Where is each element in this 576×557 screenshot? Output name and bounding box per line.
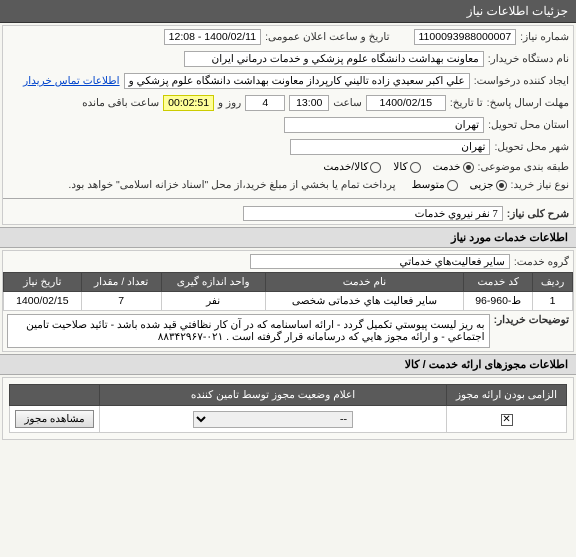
org-value: معاونت بهداشت دانشگاه علوم پزشكي و خدمات… xyxy=(184,51,484,67)
cell-qty: 7 xyxy=(81,292,161,311)
auth-th-view xyxy=(10,385,100,406)
cell-name: ساير فعاليت هاي خدماتی شخصی xyxy=(265,292,463,311)
deadline-remain-label: ساعت باقی مانده xyxy=(82,97,159,109)
th-qty: تعداد / مقدار xyxy=(81,273,161,292)
services-table: ردیف کد خدمت نام خدمت واحد اندازه گیری ت… xyxy=(3,272,573,311)
deadline-time: 13:00 xyxy=(289,95,329,111)
need-number: 1100093988000007 xyxy=(414,29,517,45)
subject-radio-group: خدمت کالا کالا/خدمت xyxy=(323,161,473,173)
buytype-radio-partial[interactable]: جزیی xyxy=(470,179,507,191)
th-row: ردیف xyxy=(533,273,573,292)
need-number-label: شماره نیاز: xyxy=(520,31,569,43)
subject-radio-both[interactable]: کالا/خدمت xyxy=(323,161,381,173)
buytype-radio-group: جزیی متوسط xyxy=(412,179,507,191)
view-permit-button[interactable]: مشاهده مجوز xyxy=(15,410,93,428)
th-code: کد خدمت xyxy=(464,273,533,292)
buytype-label: نوع نیاز خرید: xyxy=(511,179,569,191)
auth-th-mandatory: الزامی بودن ارائه مجوز xyxy=(447,385,567,406)
subject-radio-good[interactable]: کالا xyxy=(393,161,420,173)
city-value: تهران xyxy=(290,139,490,155)
creator-value: علي اكبر سعيدي زاده تاليني كارپرداز معاو… xyxy=(124,73,470,89)
service-group-input[interactable] xyxy=(250,254,510,269)
buyer-note-text: به ريز ليست پيوستي تكميل گردد - ارائه اس… xyxy=(7,314,490,348)
deadline-to-label: تا تاریخ: xyxy=(450,97,483,109)
province-value: تهران xyxy=(284,117,484,133)
auth-status-select[interactable]: -- xyxy=(193,411,353,428)
deadline-timer: 00:02:51 xyxy=(163,95,214,111)
service-group-label: گروه خدمت: xyxy=(514,256,569,268)
announce-value: 1400/02/11 - 12:08 xyxy=(164,29,261,45)
buytype-note: پرداخت تمام يا بخشي از مبلغ خريد،از محل … xyxy=(68,179,395,191)
city-label: شهر محل تحویل: xyxy=(494,141,569,153)
org-label: نام دستگاه خریدار: xyxy=(488,53,569,65)
province-label: استان محل تحویل: xyxy=(488,119,569,131)
th-unit: واحد اندازه گیری xyxy=(161,273,265,292)
cell-row: 1 xyxy=(533,292,573,311)
table-row[interactable]: 1 ط-960-96 ساير فعاليت هاي خدماتی شخصی ن… xyxy=(4,292,573,311)
creator-label: ایجاد کننده درخواست: xyxy=(474,75,569,87)
th-date: تاریخ نیاز xyxy=(4,273,82,292)
buyer-note-label: توضیحات خریدار: xyxy=(494,314,569,326)
announce-label: تاریخ و ساعت اعلان عمومی: xyxy=(265,31,389,43)
th-name: نام خدمت xyxy=(265,273,463,292)
auth-th-status: اعلام وضعیت مجوز توسط تامین کننده xyxy=(100,385,447,406)
buyer-contact-link[interactable]: اطلاعات تماس خریدار xyxy=(23,75,119,87)
deadline-day-label: روز و xyxy=(218,97,241,109)
desc-input[interactable] xyxy=(243,206,503,221)
auth-row: -- مشاهده مجوز xyxy=(10,406,567,433)
cell-date: 1400/02/15 xyxy=(4,292,82,311)
auth-mandatory-checkbox[interactable] xyxy=(501,414,513,426)
subject-label: طبقه بندی موضوعی: xyxy=(478,161,569,173)
deadline-date: 1400/02/15 xyxy=(366,95,446,111)
deadline-label: مهلت ارسال پاسخ: xyxy=(487,97,569,109)
header-title: جزئیات اطلاعات نیاز xyxy=(0,0,576,23)
services-header: اطلاعات خدمات مورد نیاز xyxy=(0,227,576,248)
deadline-time-label: ساعت xyxy=(333,97,362,109)
cell-code: ط-960-96 xyxy=(464,292,533,311)
auth-header: اطلاعات مجوزهای ارائه خدمت / کالا xyxy=(0,354,576,375)
desc-label: شرح کلی نیاز: xyxy=(507,208,569,220)
auth-table: الزامی بودن ارائه مجوز اعلام وضعیت مجوز … xyxy=(9,384,567,433)
subject-radio-service[interactable]: خدمت xyxy=(433,161,474,173)
buytype-radio-medium[interactable]: متوسط xyxy=(412,179,458,191)
deadline-days: 4 xyxy=(245,95,285,111)
cell-unit: نفر xyxy=(161,292,265,311)
